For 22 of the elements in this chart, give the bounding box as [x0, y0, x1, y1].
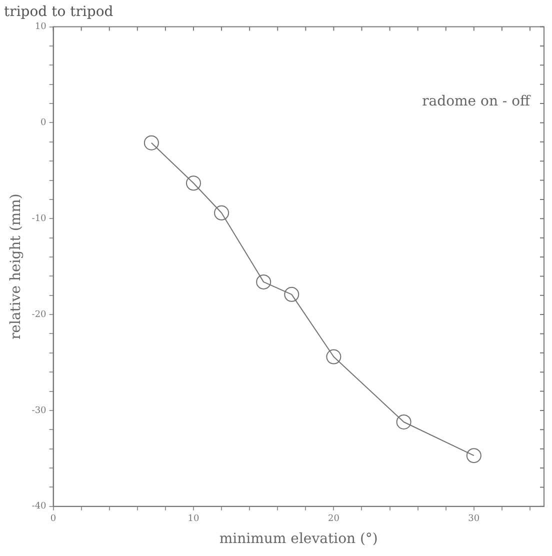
point: [284, 286, 300, 302]
annotation: radome on - off: [422, 93, 532, 110]
y-tick-label: -20: [32, 310, 47, 320]
point: [144, 135, 159, 150]
x-tick-label: 10: [188, 514, 200, 524]
point: [214, 205, 230, 220]
y-tick-label: -10: [32, 214, 47, 224]
chart-title: tripod to tripod: [4, 4, 114, 20]
point: [326, 349, 342, 364]
y-tick-label: 10: [34, 22, 47, 32]
y-tick-label: 0: [40, 118, 47, 128]
x-tick-label: 0: [50, 514, 56, 524]
x-tick-label: 20: [328, 514, 340, 524]
point: [396, 414, 412, 430]
y-tick-label: -40: [32, 502, 47, 512]
point: [466, 448, 482, 464]
y-axis-title: relative height (mm): [8, 194, 24, 340]
x-tick-label: 30: [468, 514, 480, 524]
point: [186, 176, 201, 191]
point: [256, 274, 272, 290]
x-axis-title: minimum elevation (°): [219, 531, 378, 548]
y-tick-label: -30: [32, 406, 47, 416]
